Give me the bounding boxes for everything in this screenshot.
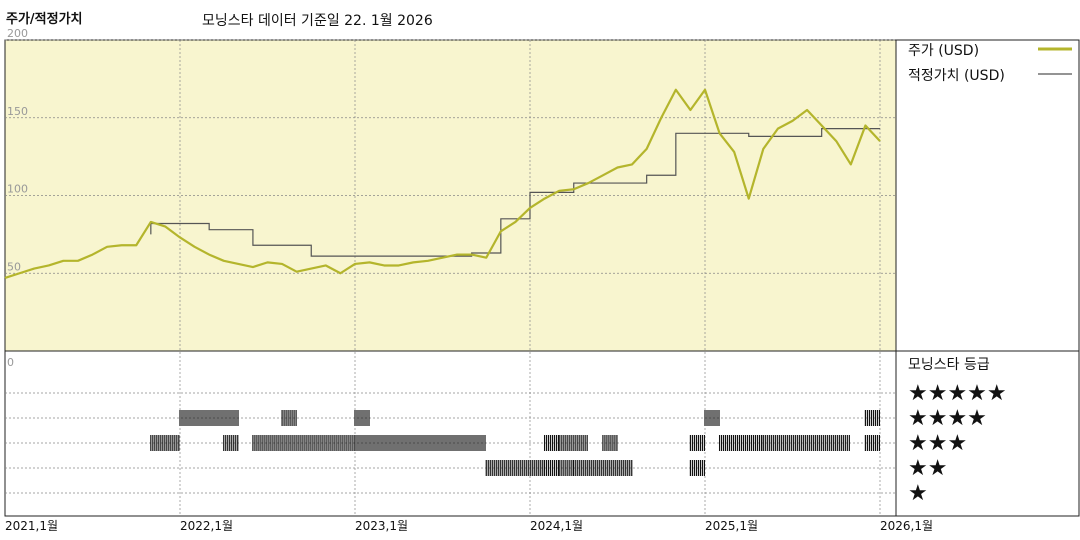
y-tick-label: 100 bbox=[7, 183, 28, 196]
rating-segment bbox=[281, 410, 297, 426]
rating-segment bbox=[150, 435, 180, 451]
rating-segment bbox=[354, 410, 370, 426]
rating-bars bbox=[150, 410, 881, 476]
rating-segment bbox=[543, 460, 560, 476]
rating-segment bbox=[689, 435, 706, 451]
grid-lines bbox=[5, 39, 896, 516]
x-tick-label: 2023,1월 bbox=[355, 519, 408, 533]
x-tick-label: 2026,1월 bbox=[880, 519, 933, 533]
legend-fair-label: 적정가치 (USD) bbox=[908, 68, 1005, 84]
fair-value-series-line bbox=[150, 128, 880, 257]
x-tick-label: 2024,1월 bbox=[530, 519, 583, 533]
legend-column bbox=[895, 39, 1080, 517]
y-tick-label: 200 bbox=[7, 27, 28, 40]
legend-price-label: 주가 (USD) bbox=[908, 43, 979, 59]
rating-segment bbox=[864, 410, 881, 426]
star-label: ★★★★★ bbox=[908, 381, 1007, 406]
rating-segment bbox=[689, 460, 706, 476]
star-label: ★ bbox=[908, 481, 928, 506]
rating-segment bbox=[179, 410, 239, 426]
rating-segment bbox=[704, 410, 720, 426]
rating-segment bbox=[864, 435, 881, 451]
chart-subtitle: 모닝스타 데이터 기준일 22. 1월 2026 bbox=[202, 13, 433, 29]
x-tick-label: 2021,1월 bbox=[5, 519, 58, 533]
rating-segment bbox=[485, 460, 545, 476]
x-tick-label: 2022,1월 bbox=[180, 519, 233, 533]
y-tick-label: 150 bbox=[7, 105, 28, 118]
star-label: ★★★ bbox=[908, 431, 967, 456]
rating-segment bbox=[573, 460, 633, 476]
rating-segment bbox=[602, 435, 618, 451]
star-label: ★★ bbox=[908, 456, 947, 481]
price-series-line bbox=[4, 88, 881, 279]
legend-rating-title: 모닝스타 등급 bbox=[908, 357, 990, 373]
rating-segment bbox=[252, 435, 356, 451]
chart-left-title: 주가/적정가치 bbox=[6, 12, 83, 27]
rating-segment bbox=[354, 435, 486, 451]
star-rating-labels: ★★★★★★★★★★★★★★★ bbox=[908, 381, 1007, 506]
rating-segment bbox=[718, 435, 763, 451]
rating-panel-background bbox=[4, 350, 897, 517]
x-tick-label: 2025,1월 bbox=[705, 519, 758, 533]
y-tick-label: 0 bbox=[7, 356, 14, 369]
x-axis-ticks: 2021,1월 2022,1월 2023,1월 2024,1월 2025,1월 2026,… bbox=[5, 519, 933, 533]
star-label: ★★★★ bbox=[908, 406, 987, 431]
rating-segment bbox=[223, 435, 239, 451]
y-tick-label: 50 bbox=[7, 260, 21, 273]
y-axis-ticks: 0 50 100 150 200 bbox=[7, 27, 28, 369]
rating-segment bbox=[558, 435, 588, 451]
rating-segment bbox=[762, 435, 850, 451]
